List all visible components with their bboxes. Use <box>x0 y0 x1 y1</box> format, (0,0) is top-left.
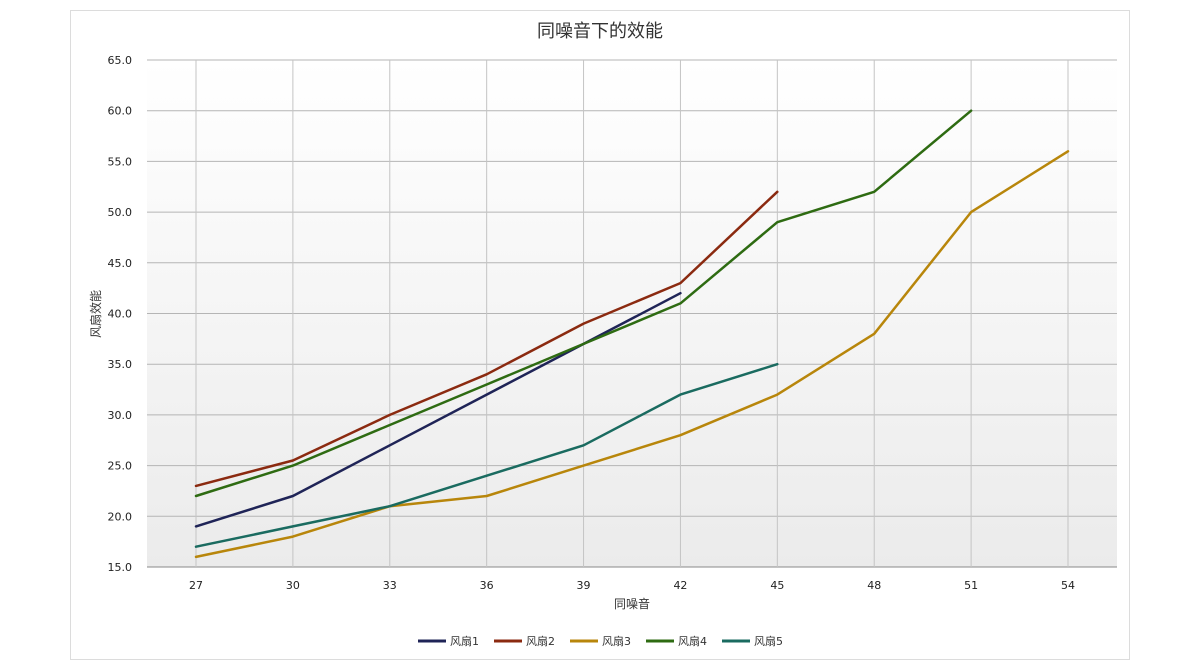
x-tick-label: 51 <box>964 579 978 592</box>
y-tick-label: 60.0 <box>108 105 133 118</box>
y-tick-label: 25.0 <box>108 460 133 473</box>
y-tick-label: 65.0 <box>108 54 133 67</box>
legend-label: 风扇1 <box>450 634 479 648</box>
y-tick-label: 15.0 <box>108 561 133 574</box>
y-tick-label: 35.0 <box>108 358 133 371</box>
series-line-3 <box>194 150 1070 559</box>
legend-label: 风扇2 <box>526 634 555 648</box>
x-tick-label: 54 <box>1061 579 1075 592</box>
y-tick-label: 30.0 <box>108 409 133 422</box>
legend-label: 风扇3 <box>602 634 631 648</box>
x-tick-label: 42 <box>673 579 687 592</box>
legend-label: 风扇5 <box>754 634 783 648</box>
x-tick-label: 30 <box>286 579 300 592</box>
axes: 15.0 20.0 25.0 30.0 35.0 40.0 45.0 50.0 55.0 60.0… <box>108 54 1076 592</box>
y-tick-label: 40.0 <box>108 308 133 321</box>
series-line-1 <box>194 291 682 528</box>
x-tick-label: 45 <box>770 579 784 592</box>
x-tick-label: 48 <box>867 579 881 592</box>
series-lines <box>194 109 1070 559</box>
x-tick-label: 27 <box>189 579 203 592</box>
series-line-5 <box>194 362 779 548</box>
y-axis-label: 风扇效能 <box>88 290 103 338</box>
gridlines <box>147 59 1117 568</box>
legend-label: 风扇4 <box>678 634 707 648</box>
x-tick-label: 33 <box>383 579 397 592</box>
y-tick-label: 20.0 <box>108 510 133 523</box>
series-line-4 <box>194 109 973 498</box>
y-tick-label: 55.0 <box>108 155 133 168</box>
chart-title: 同噪音下的效能 <box>537 21 663 42</box>
series-line-2 <box>194 190 779 488</box>
legend: 风扇1 风扇2 风扇3 风扇4 风扇5 <box>418 634 783 648</box>
y-tick-label: 50.0 <box>108 206 133 219</box>
x-tick-label: 39 <box>577 579 591 592</box>
y-tick-label: 45.0 <box>108 257 133 270</box>
x-tick-label: 36 <box>480 579 494 592</box>
x-axis-label: 同噪音 <box>614 596 650 611</box>
